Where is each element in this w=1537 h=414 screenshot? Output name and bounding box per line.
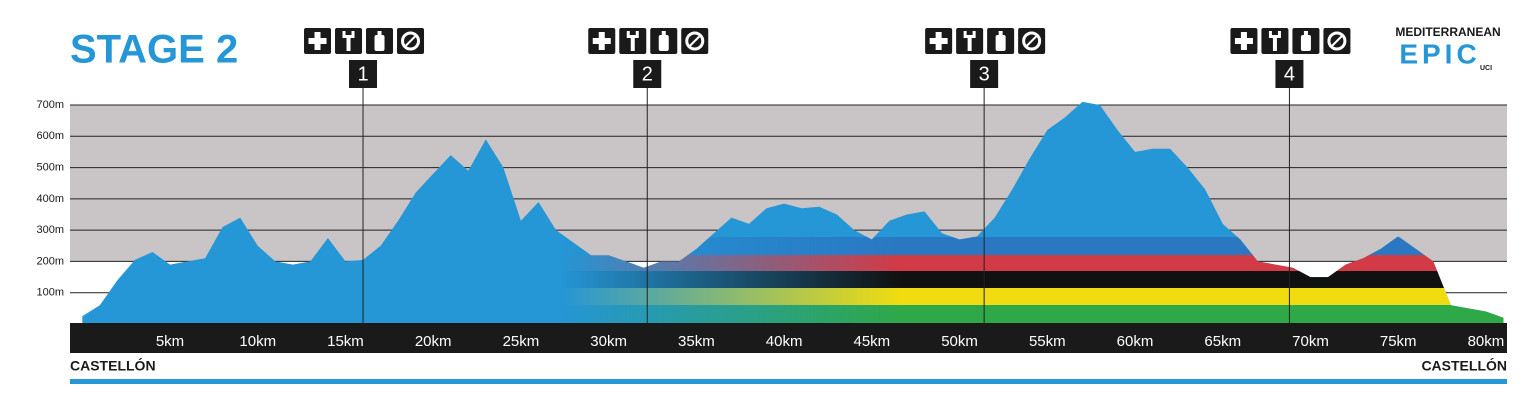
x-tick-label: 55km — [1029, 333, 1066, 350]
icon-glyph — [1272, 37, 1277, 51]
y-tick-label: 400m — [36, 193, 64, 205]
icon-glyph — [995, 35, 1006, 51]
icon-glyph — [404, 35, 417, 47]
x-tick-label: 10km — [239, 333, 276, 350]
x-tick-label: 75km — [1380, 333, 1417, 350]
y-tick-label: 700m — [36, 99, 64, 111]
x-tick-label: 45km — [853, 333, 890, 350]
stripe — [82, 271, 1504, 288]
icon-glyph — [929, 38, 948, 44]
icon-glyph — [1327, 31, 1347, 51]
icon-glyph — [346, 37, 351, 51]
icon-glyph — [592, 38, 611, 44]
x-tick-label: 25km — [503, 333, 540, 350]
icon-glyph — [1303, 31, 1308, 35]
icon-glyph — [308, 38, 327, 44]
icon-glyph — [1331, 35, 1343, 47]
x-tick-label: 35km — [678, 333, 715, 350]
logo-text: MEDITERRANEAN — [1395, 25, 1500, 39]
icon-glyph — [685, 31, 705, 51]
icon-glyph — [377, 31, 382, 35]
x-tick-label: 65km — [1204, 333, 1241, 350]
icon-glyph — [630, 37, 635, 51]
feed-zone-label: 1 — [357, 63, 368, 85]
icon-glyph — [967, 37, 972, 51]
overlay: 5km 10km 15km 20km 25km 30km 35km 40km 45km 50km 5… — [156, 28, 1504, 350]
x-tick-label: 40km — [766, 333, 803, 350]
feed-zone-box — [633, 60, 662, 88]
feed-zone-label: 2 — [642, 63, 653, 85]
icon-glyph — [689, 35, 701, 47]
icon-glyph — [661, 31, 666, 35]
chart-title: STAGE 2 — [70, 28, 238, 72]
icon-glyph — [626, 31, 639, 38]
logo-badge: UCI — [1480, 65, 1492, 72]
feed-zone-label: 4 — [1284, 63, 1295, 85]
icon-glyph — [1022, 31, 1042, 51]
stripe — [82, 305, 1504, 324]
stripe — [82, 237, 1504, 255]
y-tick-label: 200m — [36, 255, 64, 267]
y-tick-label: 500m — [36, 161, 64, 173]
icon-glyph — [401, 31, 421, 51]
icon-glyph — [1300, 35, 1311, 51]
x-tick-label: 80km — [1468, 333, 1505, 350]
x-tick-label: 30km — [590, 333, 627, 350]
logo-text: EPIC — [1399, 38, 1480, 69]
logo: MEDITERRANEAN EPIC UCI — [1395, 25, 1500, 72]
y-tick-label: 100m — [36, 287, 64, 299]
finish-label: CASTELLÓN — [1421, 357, 1507, 374]
bottom-rule — [70, 379, 1507, 384]
x-tick-label: 15km — [327, 333, 364, 350]
feed-zone-box — [970, 60, 999, 88]
x-tick-label: 20km — [415, 333, 452, 350]
stripe — [82, 255, 1504, 271]
icon-glyph — [1234, 38, 1253, 44]
icon-glyph — [658, 35, 669, 51]
x-axis-band — [70, 323, 1507, 353]
start-label: CASTELLÓN — [70, 357, 156, 374]
x-tick-label: 70km — [1292, 333, 1329, 350]
icon-glyph — [342, 31, 355, 38]
feed-zone-box — [349, 60, 378, 88]
icon-glyph — [998, 31, 1003, 35]
y-tick-label: 300m — [36, 224, 64, 236]
x-tick-label: 50km — [941, 333, 978, 350]
icon-glyph — [1025, 35, 1038, 47]
x-tick-label: 5km — [156, 333, 184, 350]
icon-glyph — [374, 35, 385, 51]
icon-glyph — [1268, 31, 1281, 38]
stripe — [82, 288, 1504, 305]
icon-glyph — [963, 31, 976, 38]
y-tick-label: 600m — [36, 130, 64, 142]
feed-zone-box — [1275, 60, 1304, 88]
feed-zone-label: 3 — [979, 63, 990, 85]
rainbow-stripes — [82, 237, 1504, 324]
x-tick-label: 60km — [1117, 333, 1154, 350]
